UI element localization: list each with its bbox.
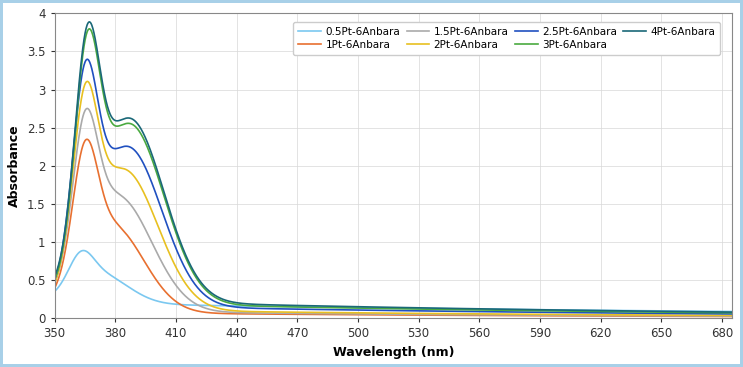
4Pt-6Anbara [380, 305, 389, 309]
1.5Pt-6Anbara [727, 314, 736, 318]
3Pt-6Anbara [380, 306, 389, 311]
4Pt-6Anbara [727, 310, 736, 314]
2Pt-6Anbara [85, 81, 94, 86]
1Pt-6Anbara [82, 137, 91, 141]
Line: 1Pt-6Anbara: 1Pt-6Anbara [54, 139, 732, 316]
0.5Pt-6Anbara [79, 248, 88, 253]
1Pt-6Anbara [362, 313, 371, 317]
1.5Pt-6Anbara [584, 313, 593, 317]
1Pt-6Anbara [708, 314, 717, 319]
1Pt-6Anbara [727, 314, 736, 319]
1Pt-6Anbara [584, 314, 593, 318]
0.5Pt-6Anbara [584, 308, 593, 312]
2Pt-6Anbara [708, 313, 717, 317]
1Pt-6Anbara [50, 286, 59, 291]
4Pt-6Anbara [85, 20, 94, 24]
4Pt-6Anbara [708, 310, 717, 314]
4Pt-6Anbara [50, 274, 59, 279]
Y-axis label: Absorbance: Absorbance [8, 124, 22, 207]
Line: 3Pt-6Anbara: 3Pt-6Anbara [54, 29, 732, 313]
2Pt-6Anbara [380, 311, 389, 315]
0.5Pt-6Anbara [380, 306, 389, 310]
2.5Pt-6Anbara [85, 59, 94, 64]
3Pt-6Anbara [584, 309, 593, 313]
3Pt-6Anbara [727, 310, 736, 315]
0.5Pt-6Anbara [362, 305, 371, 310]
2.5Pt-6Anbara [50, 278, 59, 282]
0.5Pt-6Anbara [708, 309, 717, 313]
2Pt-6Anbara [584, 312, 593, 317]
0.5Pt-6Anbara [85, 251, 94, 256]
Line: 4Pt-6Anbara: 4Pt-6Anbara [54, 22, 732, 312]
2.5Pt-6Anbara [708, 312, 717, 316]
1Pt-6Anbara [708, 314, 717, 319]
1.5Pt-6Anbara [85, 108, 94, 113]
2.5Pt-6Anbara [380, 308, 389, 313]
Line: 2Pt-6Anbara: 2Pt-6Anbara [54, 81, 732, 316]
1Pt-6Anbara [85, 139, 94, 143]
Line: 1.5Pt-6Anbara: 1.5Pt-6Anbara [54, 109, 732, 316]
3Pt-6Anbara [50, 277, 59, 281]
2Pt-6Anbara [727, 313, 736, 318]
1.5Pt-6Anbara [708, 314, 717, 318]
X-axis label: Wavelength (nm): Wavelength (nm) [333, 346, 454, 359]
1.5Pt-6Anbara [380, 312, 389, 316]
3Pt-6Anbara [362, 306, 371, 310]
2Pt-6Anbara [362, 311, 371, 315]
1.5Pt-6Anbara [82, 106, 91, 111]
2Pt-6Anbara [83, 79, 92, 84]
2Pt-6Anbara [50, 281, 59, 286]
2Pt-6Anbara [708, 313, 717, 317]
3Pt-6Anbara [85, 27, 94, 31]
Line: 2.5Pt-6Anbara: 2.5Pt-6Anbara [54, 59, 732, 314]
Line: 0.5Pt-6Anbara: 0.5Pt-6Anbara [54, 251, 732, 312]
1.5Pt-6Anbara [50, 281, 59, 285]
3Pt-6Anbara [708, 310, 717, 315]
Legend: 0.5Pt-6Anbara, 1Pt-6Anbara, 1.5Pt-6Anbara, 2Pt-6Anbara, 2.5Pt-6Anbara, 3Pt-6Anba: 0.5Pt-6Anbara, 1Pt-6Anbara, 1.5Pt-6Anbar… [293, 22, 720, 55]
0.5Pt-6Anbara [708, 309, 717, 313]
4Pt-6Anbara [584, 308, 593, 313]
3Pt-6Anbara [85, 27, 94, 31]
1Pt-6Anbara [380, 313, 389, 317]
2.5Pt-6Anbara [708, 312, 717, 316]
3Pt-6Anbara [708, 310, 717, 315]
2.5Pt-6Anbara [362, 308, 371, 312]
4Pt-6Anbara [362, 305, 371, 309]
0.5Pt-6Anbara [50, 289, 59, 294]
1.5Pt-6Anbara [362, 312, 371, 316]
1.5Pt-6Anbara [708, 314, 717, 318]
2.5Pt-6Anbara [727, 312, 736, 316]
4Pt-6Anbara [708, 310, 717, 314]
2.5Pt-6Anbara [83, 57, 92, 62]
4Pt-6Anbara [85, 20, 94, 24]
0.5Pt-6Anbara [727, 309, 736, 314]
2.5Pt-6Anbara [584, 310, 593, 315]
